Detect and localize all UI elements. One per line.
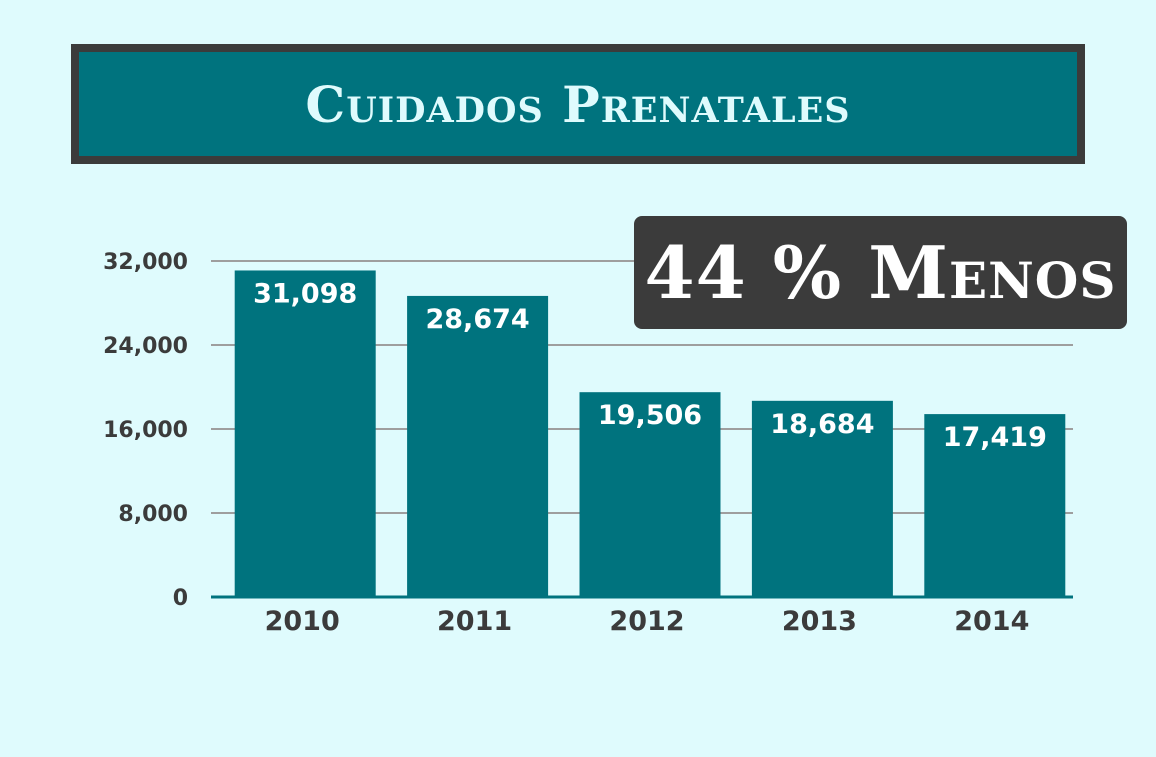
bar: [407, 295, 549, 597]
y-tick-label: 32,000: [103, 250, 188, 275]
bar: [234, 270, 376, 597]
x-tick-label: 2014: [954, 606, 1029, 637]
data-label: 19,506: [598, 400, 702, 431]
y-tick-label: 16,000: [103, 418, 188, 443]
x-tick-label: 2011: [437, 606, 512, 637]
callout-badge: 44 % Menos: [634, 216, 1127, 329]
bar: [751, 400, 893, 597]
data-label: 18,684: [770, 409, 874, 440]
bars: 31,098 28,674 19,506 18,684 17,419: [234, 270, 1066, 597]
chart-title: Cuidados Prenatales: [305, 74, 851, 134]
y-tick-label: 8,000: [118, 502, 188, 527]
x-axis: 2010 2011 2012 2013 2014: [211, 595, 1073, 637]
x-tick-label: 2013: [782, 606, 857, 637]
y-axis: 0 8,000 16,000 24,000 32,000: [103, 250, 188, 611]
x-tick-label: 2010: [265, 606, 340, 637]
x-tick-label: 2012: [609, 606, 684, 637]
title-banner: Cuidados Prenatales: [71, 44, 1085, 164]
bar: [579, 392, 721, 597]
data-label: 31,098: [253, 278, 357, 309]
data-label: 17,419: [943, 422, 1047, 453]
bar: [924, 414, 1066, 597]
data-label: 28,674: [425, 304, 529, 335]
callout-text: 44 % Menos: [644, 230, 1117, 315]
y-tick-label: 24,000: [103, 334, 188, 359]
y-tick-label: 0: [173, 586, 188, 611]
